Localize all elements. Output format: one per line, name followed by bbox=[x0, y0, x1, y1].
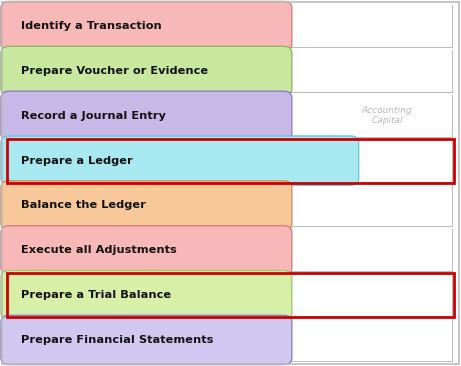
FancyBboxPatch shape bbox=[1, 270, 292, 320]
FancyBboxPatch shape bbox=[1, 1, 292, 51]
Text: Prepare a Ledger: Prepare a Ledger bbox=[21, 156, 132, 165]
Bar bbox=[9, 95, 452, 137]
Bar bbox=[9, 274, 452, 316]
FancyBboxPatch shape bbox=[1, 315, 292, 365]
Bar bbox=[9, 139, 452, 182]
Text: Identify a Transaction: Identify a Transaction bbox=[21, 21, 161, 31]
Text: Prepare Financial Statements: Prepare Financial Statements bbox=[21, 335, 213, 345]
Text: Record a Journal Entry: Record a Journal Entry bbox=[21, 111, 165, 121]
Text: Execute all Adjustments: Execute all Adjustments bbox=[21, 245, 177, 255]
FancyBboxPatch shape bbox=[1, 46, 292, 96]
Text: Prepare Voucher or Evidence: Prepare Voucher or Evidence bbox=[21, 66, 208, 76]
FancyBboxPatch shape bbox=[1, 225, 292, 275]
FancyBboxPatch shape bbox=[1, 181, 292, 230]
FancyBboxPatch shape bbox=[1, 91, 292, 140]
Bar bbox=[9, 50, 452, 92]
Text: Prepare a Trial Balance: Prepare a Trial Balance bbox=[21, 290, 171, 300]
Bar bbox=[9, 184, 452, 226]
Text: Accounting
Capital: Accounting Capital bbox=[362, 106, 413, 126]
Bar bbox=[9, 5, 452, 47]
Bar bbox=[9, 229, 452, 271]
FancyBboxPatch shape bbox=[1, 136, 359, 185]
Bar bbox=[9, 319, 452, 361]
Text: Balance the Ledger: Balance the Ledger bbox=[21, 201, 146, 210]
